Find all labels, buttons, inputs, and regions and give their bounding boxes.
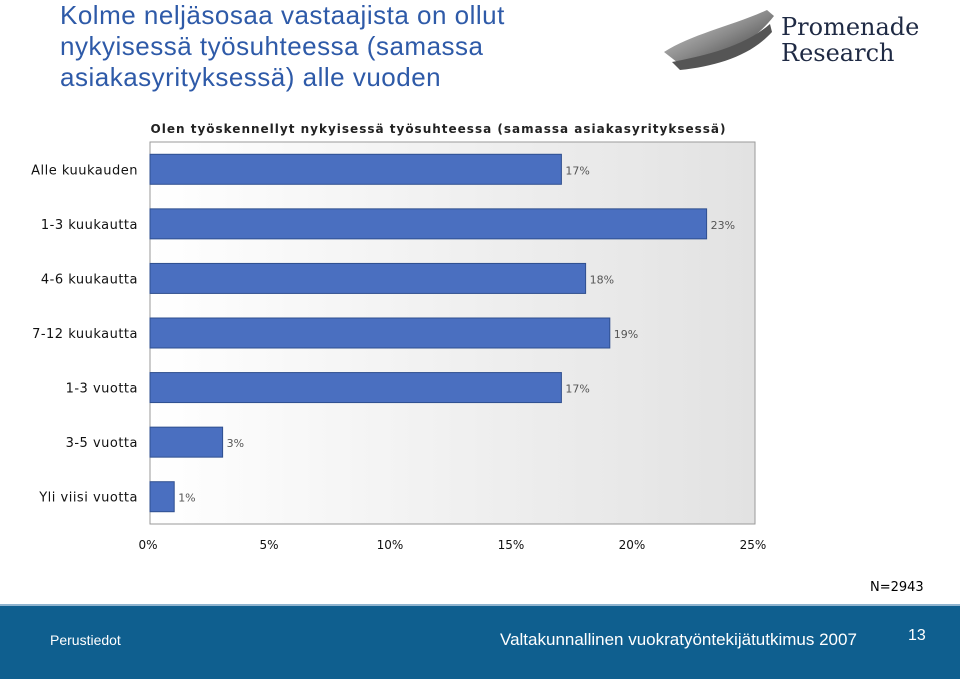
data-label: 17% [565,383,589,396]
category-label: 1-3 kuukautta [41,218,138,233]
category-label: 1-3 vuotta [66,382,138,397]
bar [149,208,708,240]
sample-size-note: N=2943 [870,580,924,595]
data-label: 17% [565,164,589,177]
bar [149,153,562,185]
category-label: Alle kuukauden [31,163,138,178]
slide-title: Kolme neljäsosaa vastaajista on ollut ny… [60,0,620,93]
promenade-logo-swoosh-icon [664,10,774,70]
footer-bar [0,606,960,679]
logo-line-2: Research [781,39,895,67]
bar [149,317,611,349]
footer-survey-title: Valtakunnallinen vuokratyöntekijätutkimu… [500,630,857,649]
chart-title: Olen työskennellyt nykyisessä työsuhtees… [151,122,727,136]
logo-line-1: Promenade [781,13,920,41]
category-label: 4-6 kuukautta [41,272,138,287]
promenade-logo: Promenade Research [781,14,919,66]
bar [149,481,175,513]
slide-title-line-3: asiakasyrityksessä) alle vuoden [60,62,442,92]
data-label: 19% [614,328,638,341]
footer-divider [0,604,960,606]
data-label: 3% [227,437,244,450]
bar [149,262,587,294]
data-label: 1% [178,492,195,505]
page-number: 13 [908,627,926,644]
bar [149,426,224,458]
category-label: Yli viisi vuotta [38,491,138,506]
x-tick-label: 5% [259,538,278,552]
data-label: 18% [590,273,614,286]
x-tick-label: 0% [138,538,157,552]
bar [149,372,562,404]
category-label: 3-5 vuotta [66,436,138,451]
footer-section-label: Perustiedot [50,632,121,648]
bar-chart: Olen työskennellyt nykyisessä työsuhtees… [31,122,767,552]
x-tick-label: 10% [377,538,404,552]
x-tick-label: 15% [498,538,525,552]
x-tick-label: 20% [619,538,646,552]
data-label: 23% [711,219,735,232]
category-label: 7-12 kuukautta [32,327,138,342]
slide-title-line-1: Kolme neljäsosaa vastaajista on ollut [60,0,505,30]
slide-title-line-2: nykyisessä työsuhteessa (samassa [60,31,484,61]
x-tick-label: 25% [740,538,767,552]
